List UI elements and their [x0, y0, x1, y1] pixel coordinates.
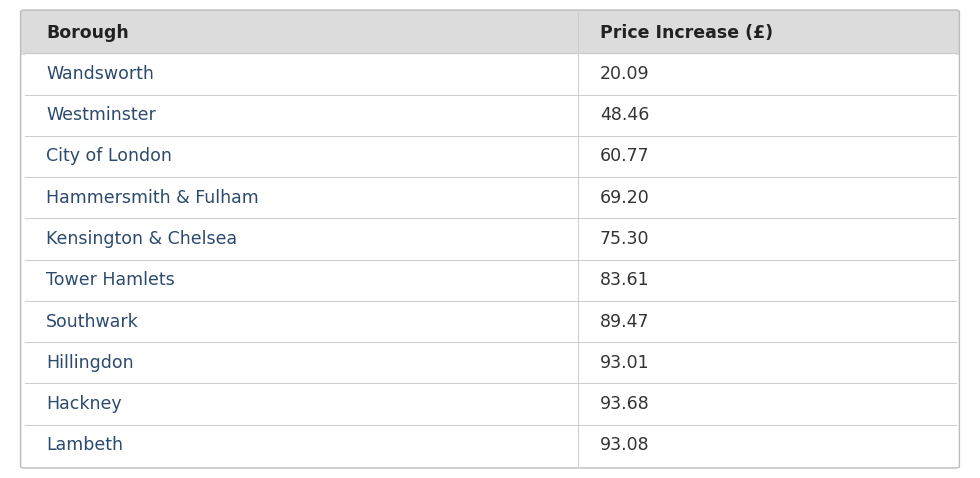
Text: 48.46: 48.46 — [600, 106, 650, 124]
Text: Hammersmith & Fulham: Hammersmith & Fulham — [46, 189, 259, 206]
Text: Kensington & Chelsea: Kensington & Chelsea — [46, 230, 237, 248]
Text: Borough: Borough — [46, 23, 128, 42]
Text: 20.09: 20.09 — [600, 65, 650, 83]
Text: Westminster: Westminster — [46, 106, 156, 124]
Text: Price Increase (£): Price Increase (£) — [600, 23, 773, 42]
Text: Hillingdon: Hillingdon — [46, 354, 133, 372]
Text: Tower Hamlets: Tower Hamlets — [46, 272, 174, 289]
Bar — [24, 33, 956, 53]
Text: Lambeth: Lambeth — [46, 436, 123, 455]
Text: Wandsworth: Wandsworth — [46, 65, 154, 83]
FancyBboxPatch shape — [21, 10, 959, 55]
Text: Hackney: Hackney — [46, 395, 122, 413]
Bar — [24, 53, 956, 466]
Text: 60.77: 60.77 — [600, 147, 650, 165]
Text: 69.20: 69.20 — [600, 189, 650, 206]
Text: 93.68: 93.68 — [600, 395, 650, 413]
Text: 75.30: 75.30 — [600, 230, 650, 248]
Text: 93.08: 93.08 — [600, 436, 650, 455]
Text: Southwark: Southwark — [46, 313, 139, 331]
Text: 89.47: 89.47 — [600, 313, 650, 331]
Text: 83.61: 83.61 — [600, 272, 650, 289]
Text: City of London: City of London — [46, 147, 172, 165]
Text: 93.01: 93.01 — [600, 354, 650, 372]
